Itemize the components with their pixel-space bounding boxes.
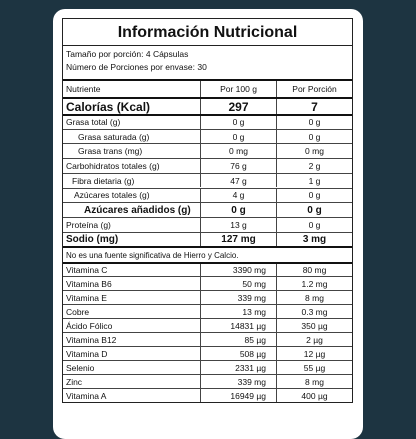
nutrient-name: Grasa total (g) xyxy=(63,116,201,129)
per-100g: 14831 µg xyxy=(201,319,277,333)
nutrient-name: Proteína (g) xyxy=(63,217,201,232)
vitamin-row: Vitamina B12 85 µg 2 µg xyxy=(63,332,352,347)
per-100g: 0 mg xyxy=(201,144,277,159)
per-serving: 1 g xyxy=(308,175,321,186)
nutrient-name: Carbohidratos totales (g) xyxy=(63,159,201,173)
nutrient-name: Sodio (mg) xyxy=(63,232,201,247)
nutrient-name: Vitamina B12 xyxy=(63,333,201,347)
nutrient-name: Zinc xyxy=(63,375,201,389)
nutrition-card: Información Nutricional Tamaño por porci… xyxy=(53,9,363,439)
per-serving: 0 g xyxy=(307,204,322,216)
per-100g: 85 µg xyxy=(201,333,277,347)
nutrient-row: Calorías (Kcal) 297 7 xyxy=(63,97,352,114)
nutrient-row: Proteína (g) 13 g 0 g xyxy=(63,216,352,232)
per-100g: 50 mg xyxy=(201,277,277,291)
per-100g: 13 mg xyxy=(201,305,277,319)
per-serving: 400 µg xyxy=(301,390,328,401)
nutrient-name: Fibra dietaria (g) xyxy=(63,173,201,188)
per-100g: 0 g xyxy=(201,129,277,144)
nutrient-name: Selenio xyxy=(63,361,201,375)
per-100g: 47 g xyxy=(201,173,277,188)
per-100g: 0 g xyxy=(201,116,277,129)
per-serving: 350 µg xyxy=(301,320,328,331)
per-serving: 2 g xyxy=(308,160,321,171)
vitamin-row: Vitamina C 3390 mg 80 mg xyxy=(63,262,352,277)
per-100g: Por 100 g xyxy=(201,81,277,97)
per-serving: Por Porción xyxy=(292,84,337,94)
per-serving: 0 g xyxy=(308,131,321,142)
vitamin-row: Vitamina A 16949 µg 400 µg xyxy=(63,388,352,403)
nutrient-name: Nutriente xyxy=(63,81,201,97)
per-serving: 3 mg xyxy=(302,233,327,245)
per-serving: 0 mg xyxy=(305,146,324,157)
nutrient-name: Calorías (Kcal) xyxy=(63,99,201,114)
nutrient-name: Azúcares totales (g) xyxy=(63,188,201,203)
nutrient-name: Vitamina C xyxy=(63,264,201,277)
vitamin-row: Vitamina E 339 mg 8 mg xyxy=(63,290,352,305)
page: Información Nutricional Tamaño por porci… xyxy=(53,9,363,439)
per-100g: 339 mg xyxy=(201,375,277,389)
per-serving: 0 g xyxy=(308,117,321,128)
nutrient-row: Sodio (mg) 127 mg 3 mg xyxy=(63,231,352,247)
per-serving: 80 mg xyxy=(302,265,327,276)
vitamin-row: Selenio 2331 µg 55 µg xyxy=(63,360,352,375)
per-100g: 76 g xyxy=(201,159,277,173)
nutrient-name: Vitamina B6 xyxy=(63,277,201,291)
nutrient-name: Ácido Fólico xyxy=(63,319,201,333)
nutrient-name: Azúcares añadidos (g) xyxy=(63,203,201,217)
vitamin-row: Vitamina B6 50 mg 1.2 mg xyxy=(63,276,352,291)
per-100g: 297 xyxy=(201,99,277,114)
per-serving: 0.3 mg xyxy=(301,306,328,317)
nutrient-row: Carbohidratos totales (g) 76 g 2 g xyxy=(63,158,352,173)
per-serving: 8 mg xyxy=(305,376,324,387)
nutrient-row: Fibra dietaria (g) 47 g 1 g xyxy=(63,172,352,188)
nutrient-name: Grasa saturada (g) xyxy=(63,129,201,144)
per-serving: 2 µg xyxy=(306,334,323,345)
nutrient-row: Azúcares totales (g) 4 g 0 g xyxy=(63,187,352,203)
nutrient-row: Grasa trans (mg) 0 mg 0 mg xyxy=(63,143,352,159)
per-serving: 55 µg xyxy=(303,362,326,373)
per-100g: 4 g xyxy=(201,188,277,203)
header-row: Nutriente Por 100 g Por Porción xyxy=(63,79,352,97)
per-100g: 508 µg xyxy=(201,347,277,361)
vitamin-row: Zinc 339 mg 8 mg xyxy=(63,374,352,389)
per-100g: 16949 µg xyxy=(201,389,277,403)
per-serving: 0 g xyxy=(308,219,321,230)
per-serving: 8 mg xyxy=(305,292,324,303)
per-100g: 0 g xyxy=(201,203,277,217)
vitamin-row: Vitamina D 508 µg 12 µg xyxy=(63,346,352,361)
nutrient-name: Vitamina E xyxy=(63,291,201,305)
servings-per-container: Número de Porciones por envase: 30 xyxy=(66,62,207,72)
nutrient-name: Vitamina D xyxy=(63,347,201,361)
per-serving: 1.2 mg xyxy=(301,278,328,289)
nutrient-name: Cobre xyxy=(63,305,201,319)
serving-size: Tamaño por porción: 4 Cápsulas xyxy=(66,49,189,59)
per-100g: 3390 mg xyxy=(201,264,277,277)
note: No es una fuente significativa de Hierro… xyxy=(66,250,239,260)
per-100g: 2331 µg xyxy=(201,361,277,375)
per-100g: 127 mg xyxy=(201,232,277,247)
per-serving: 7 xyxy=(311,99,318,114)
nutrition-table: Información Nutricional Tamaño por porci… xyxy=(62,18,353,404)
nutrient-name: Grasa trans (mg) xyxy=(63,144,201,159)
vitamin-row: Ácido Fólico 14831 µg 350 µg xyxy=(63,318,352,333)
per-serving: 12 µg xyxy=(303,348,326,359)
per-100g: 339 mg xyxy=(201,291,277,305)
nutrient-name: Vitamina A xyxy=(63,389,201,403)
vitamin-row: Cobre 13 mg 0.3 mg xyxy=(63,304,352,319)
title: Información Nutricional xyxy=(63,19,352,46)
note-row: No es una fuente significativa de Hierro… xyxy=(63,246,352,262)
per-100g: 13 g xyxy=(201,217,277,232)
per-serving: 0 g xyxy=(308,190,321,201)
